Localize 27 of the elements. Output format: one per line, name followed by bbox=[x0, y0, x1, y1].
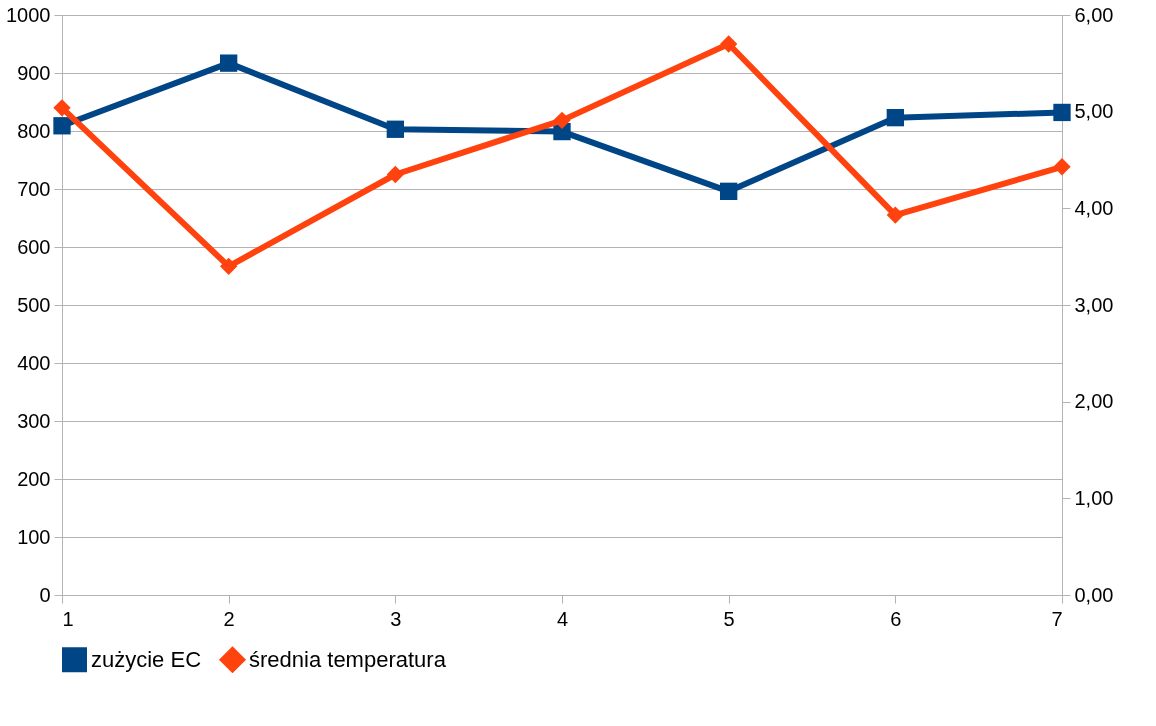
y-tick-label: 200 bbox=[17, 467, 51, 490]
y-tick-label: 100 bbox=[17, 525, 51, 548]
y-tick-label: 700 bbox=[17, 177, 51, 200]
legend-label: średnia temperatura bbox=[249, 646, 447, 672]
y2-tick-label: 1,00 bbox=[1074, 486, 1114, 509]
y-tick-label: 1000 bbox=[6, 3, 51, 26]
y2-tick-label: 6,00 bbox=[1074, 3, 1114, 26]
y-tick-label: 900 bbox=[17, 61, 51, 84]
x-tick-label: 1 bbox=[62, 607, 74, 630]
y2-tick-label: 4,00 bbox=[1074, 196, 1114, 219]
y-tick-label: 600 bbox=[17, 235, 51, 258]
x-tick-label: 5 bbox=[723, 607, 735, 630]
legend-label: zużycie EC bbox=[91, 646, 202, 672]
y-tick-label: 0 bbox=[39, 583, 51, 606]
x-tick-label: 4 bbox=[556, 607, 569, 630]
y-tick-label: 500 bbox=[17, 293, 51, 316]
x-tick-label: 2 bbox=[223, 607, 235, 630]
y2-tick-label: 0,00 bbox=[1074, 583, 1114, 606]
x-tick-label: 3 bbox=[390, 607, 402, 630]
y-tick-label: 800 bbox=[17, 119, 51, 142]
x-tick-label: 7 bbox=[1051, 607, 1063, 630]
y2-tick-label: 2,00 bbox=[1074, 390, 1114, 413]
y2-tick-label: 3,00 bbox=[1074, 293, 1114, 316]
y2-tick-label: 5,00 bbox=[1074, 100, 1114, 123]
x-tick-label: 6 bbox=[890, 607, 902, 630]
y-tick-label: 400 bbox=[17, 351, 51, 374]
y-tick-label: 300 bbox=[17, 409, 51, 432]
